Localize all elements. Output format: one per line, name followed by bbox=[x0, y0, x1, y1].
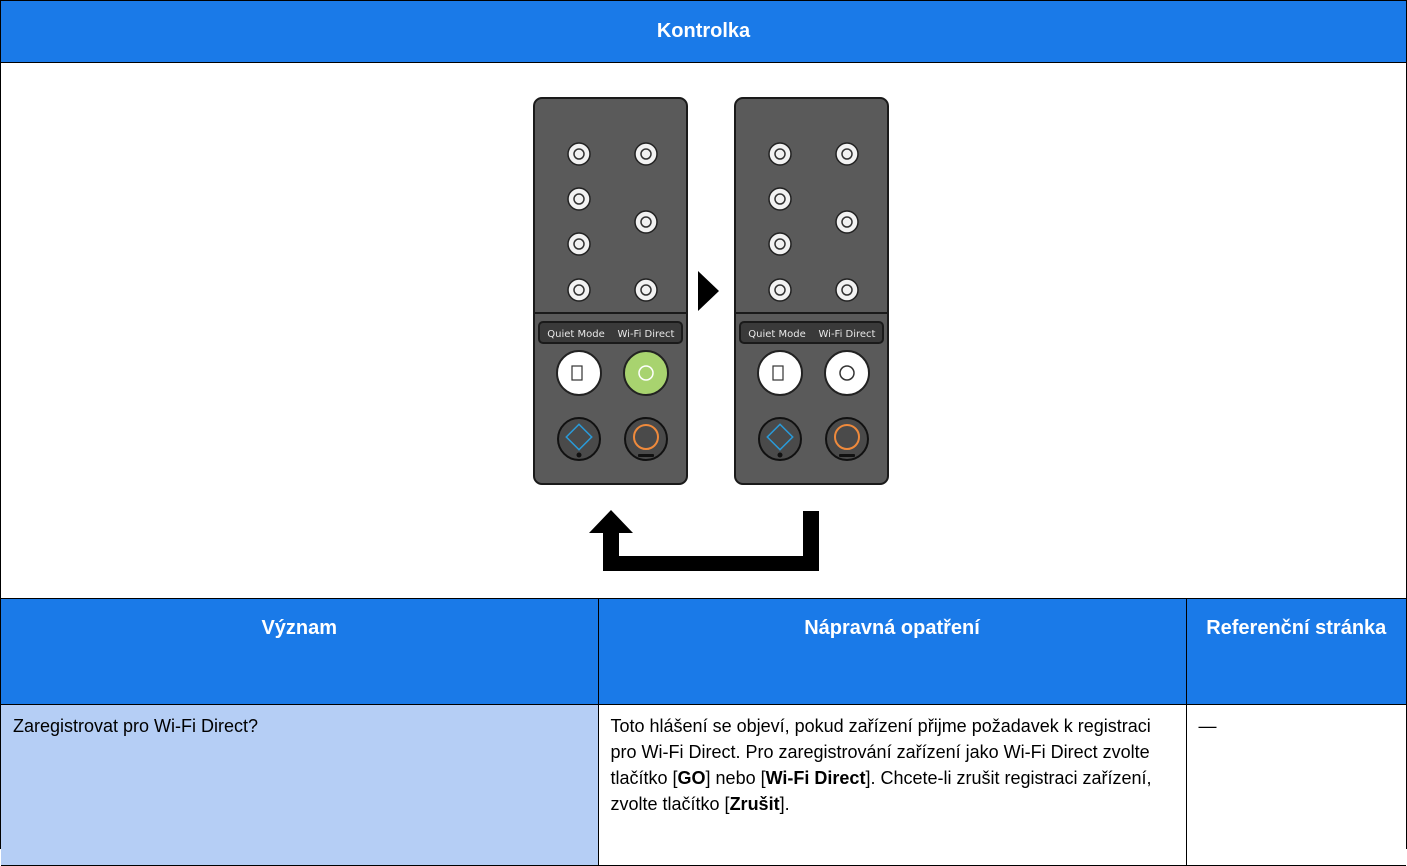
indicator bbox=[634, 142, 658, 166]
indicator bbox=[634, 278, 658, 302]
indicator-icon bbox=[640, 216, 652, 228]
indicator bbox=[634, 210, 658, 234]
indicator bbox=[768, 187, 792, 211]
indicator bbox=[567, 142, 591, 166]
indicator-icon bbox=[841, 284, 853, 296]
indicator-icon bbox=[774, 284, 786, 296]
indicator bbox=[835, 142, 859, 166]
bold-text: GO bbox=[677, 768, 706, 788]
indicator bbox=[768, 142, 792, 166]
text: ] nebo [ bbox=[705, 768, 766, 788]
loop-arrow bbox=[589, 510, 819, 571]
indicator-icon bbox=[573, 238, 585, 250]
action-cell: Toto hlášení se objeví, pokud zařízení p… bbox=[597, 704, 1187, 866]
go-button bbox=[758, 417, 802, 461]
quiet-icon bbox=[571, 365, 583, 381]
label-strip bbox=[739, 321, 884, 344]
bold-text: Wi-Fi Direct bbox=[765, 768, 866, 788]
figure: Quiet Mode Wi-Fi Direct Quiet Mode Wi-Fi Di… bbox=[1, 63, 1406, 599]
control-panel: Quiet Mode Wi-Fi Direct bbox=[533, 97, 688, 485]
indicator-icon bbox=[774, 193, 786, 205]
indicator-icon bbox=[640, 284, 652, 296]
indicator bbox=[835, 278, 859, 302]
panel-diagram: Quiet Mode Wi-Fi Direct Quiet Mode Wi-Fi Di… bbox=[533, 97, 889, 571]
indicator-icon bbox=[573, 193, 585, 205]
indicator bbox=[768, 232, 792, 256]
button-label: Quiet Mode bbox=[748, 329, 806, 340]
quiet-button bbox=[757, 350, 803, 396]
indicator-icon bbox=[774, 148, 786, 160]
section-title: Kontrolka bbox=[1, 0, 1406, 63]
go-dot bbox=[576, 452, 582, 458]
go-button bbox=[557, 417, 601, 461]
button-label: Quiet Mode bbox=[547, 329, 605, 340]
indicator bbox=[567, 187, 591, 211]
quiet-button bbox=[556, 350, 602, 396]
panel-body bbox=[734, 97, 889, 485]
meaning-cell: Zaregistrovat pro Wi-Fi Direct? bbox=[1, 704, 599, 866]
button-label: Wi-Fi Direct bbox=[618, 329, 675, 340]
next-arrow bbox=[698, 271, 719, 311]
wifi-button bbox=[824, 350, 870, 396]
indicator bbox=[567, 278, 591, 302]
column-header: Nápravná opatření bbox=[597, 599, 1187, 705]
stop-bar bbox=[839, 454, 855, 457]
stop-button bbox=[624, 417, 668, 461]
table: Význam Nápravná opatření Referenční strá… bbox=[1, 599, 1406, 866]
go-icon bbox=[766, 423, 794, 451]
indicator-icon bbox=[573, 284, 585, 296]
stop-button bbox=[825, 417, 869, 461]
indicator-icon bbox=[640, 148, 652, 160]
wifi-button bbox=[623, 350, 669, 396]
go-icon bbox=[565, 423, 593, 451]
stop-bar bbox=[638, 454, 654, 457]
indicator-icon bbox=[774, 238, 786, 250]
column-header: Referenční stránka bbox=[1185, 599, 1406, 705]
indicator-icon bbox=[841, 148, 853, 160]
stop-icon bbox=[633, 424, 659, 450]
wifi-icon bbox=[839, 365, 855, 381]
panel-body bbox=[533, 97, 688, 485]
text: Toto hlášení se objeví, pokud zařízení p… bbox=[610, 716, 1151, 788]
indicator bbox=[567, 232, 591, 256]
column-header: Význam bbox=[1, 599, 599, 705]
quiet-icon bbox=[772, 365, 784, 381]
go-dot bbox=[777, 452, 783, 458]
bold-text: Zrušit bbox=[729, 794, 780, 814]
indicator-icon bbox=[573, 148, 585, 160]
button-label: Wi-Fi Direct bbox=[819, 329, 876, 340]
wifi-icon bbox=[638, 365, 654, 381]
indicator-icon bbox=[841, 216, 853, 228]
control-panel: Quiet Mode Wi-Fi Direct bbox=[734, 97, 889, 485]
label-strip bbox=[538, 321, 683, 344]
stop-icon bbox=[834, 424, 860, 450]
reference-cell: — bbox=[1185, 704, 1406, 866]
text: ]. Chcete-li zrušit registraci zařízení,… bbox=[610, 768, 1152, 814]
indicator bbox=[768, 278, 792, 302]
indicator bbox=[835, 210, 859, 234]
text: ]. bbox=[779, 794, 790, 814]
